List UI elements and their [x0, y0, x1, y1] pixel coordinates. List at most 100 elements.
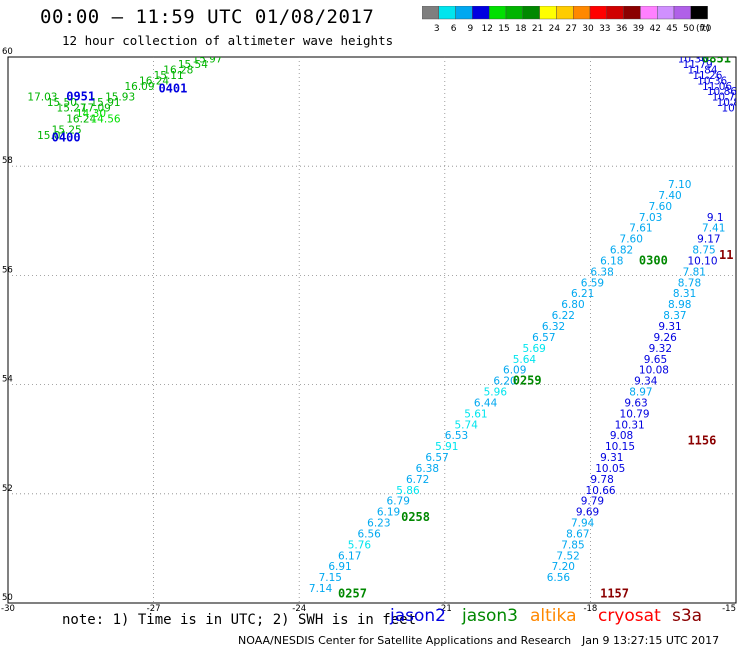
swh-value-jason3-ne: 11.84 [687, 64, 717, 76]
color-scale-tick: 15 [498, 24, 509, 34]
pass-time-label: 0951 [66, 90, 95, 104]
swh-value-jason2: 6.19 [377, 507, 400, 519]
footer-note: note: 1) Time is in UTC; 2) SWH is in fe… [62, 612, 417, 628]
swh-value-jason2: 7.60 [649, 201, 672, 213]
color-swatch-70 [690, 6, 708, 20]
x-tick-label: -24 [292, 604, 306, 614]
swh-value-cryosat: 7.52 [556, 550, 579, 562]
swh-value-jason2: 6.80 [561, 299, 584, 311]
swh-value-jason3-ne: 10.86 [707, 86, 737, 98]
swh-value-jason3-ne: 10.36 [678, 53, 708, 65]
swh-value-cryosat: 10.15 [605, 441, 635, 453]
color-scale-tick: 12 [481, 24, 492, 34]
swh-value-cryosat: 9.26 [653, 332, 677, 344]
swh-value-jason2: 6.82 [610, 245, 633, 257]
swh-value-jason2: 6.57 [425, 452, 448, 464]
swh-value-jason2: 7.60 [620, 234, 643, 246]
swh-value-jason3: 14.65 [256, 32, 286, 44]
legend-cryosat: cryosat [598, 606, 661, 626]
swh-value-jason3-ne: 10.65 [673, 48, 703, 60]
swh-value-jason3: 15.20 [207, 48, 237, 60]
swh-value-jason2: 5.91 [435, 441, 458, 453]
swh-value-jason3-ne: 11.26 [692, 70, 722, 82]
color-scale: 3 6 9 12 15 18 21 24 27 30 33 36 39 42 45 50 70(ft) [422, 6, 712, 34]
swh-value-cryosat: 9.63 [624, 397, 647, 409]
swh-value-cryosat: 8.97 [629, 387, 652, 399]
color-scale-tick: 36 [616, 24, 628, 34]
x-tick-label: -21 [438, 604, 452, 614]
swh-value-jason3: 15.91 [91, 97, 121, 109]
plot-frame [7, 56, 737, 604]
y-tick-label: 60 [2, 47, 13, 57]
swh-value-jason2: 6.79 [387, 496, 410, 508]
color-scale-tick: 39 [633, 24, 645, 34]
color-scale-tick: 30 [582, 24, 594, 34]
color-scale-tick: 33 [599, 24, 610, 34]
swh-value-jason3: 15.97 [192, 53, 222, 65]
swh-value-jason2: 7.40 [658, 190, 681, 202]
color-scale-tick: 45 [666, 24, 677, 34]
swh-value-jason2: 5.96 [484, 387, 508, 399]
swh-value-cryosat: 9.32 [649, 343, 672, 355]
swh-value-cryosat: 10.05 [595, 463, 625, 475]
color-scale-tick: 27 [565, 24, 576, 34]
color-scale-tick: 21 [532, 24, 543, 34]
swh-value-jason2: 6.09 [503, 365, 526, 377]
swh-value-jason2: 5.86 [396, 485, 420, 497]
swh-value-jason2: 6.91 [328, 561, 351, 573]
swh-value-jason3: 15.27 [57, 103, 87, 115]
color-scale-tick: 18 [515, 24, 527, 34]
swh-value-cryosat: 10.66 [586, 485, 616, 497]
swh-value-jason2: 6.44 [474, 397, 498, 409]
swh-value-cryosat: 9.08 [610, 430, 633, 442]
swh-value-jason2: 5.69 [522, 343, 545, 355]
swh-value-cryosat: 10.79 [620, 408, 650, 420]
x-tick-label: -15 [722, 604, 736, 614]
swh-value-jason2: 7.15 [319, 572, 342, 584]
page-subtitle: 12 hour collection of altimeter wave hei… [62, 33, 394, 48]
pass-time-label: 0401 [158, 81, 187, 95]
swh-value-jason2: 7.14 [309, 583, 333, 595]
color-scale-tick: 3 [434, 24, 440, 34]
swh-value-cryosat: 7.20 [552, 561, 575, 573]
y-tick-label: 58 [2, 156, 13, 166]
swh-value-jason3-ne: 10.86 [717, 97, 740, 109]
swh-value-jason2: 6.38 [590, 266, 613, 278]
pass-time-label: 0851 [702, 51, 731, 65]
swh-value-jason2: 7.03 [639, 212, 662, 224]
swh-value-cryosat: 9.65 [644, 354, 667, 366]
color-scale-tick: 24 [549, 24, 561, 34]
x-tick-label: -18 [583, 604, 597, 614]
x-tick-label: -30 [1, 604, 15, 614]
x-tick-label: -27 [147, 604, 161, 614]
swh-value-jason3-ne: 10.56 [721, 103, 740, 115]
swh-value-jason2: 7.61 [629, 223, 652, 235]
swh-value-jason2: 5.64 [513, 354, 537, 366]
pass-time-label: 1157 [600, 587, 629, 601]
pass-time-label: 0300 [639, 253, 668, 267]
swh-value-jason3: 17.03 [27, 92, 57, 104]
swh-value-cryosat: 9.31 [600, 452, 623, 464]
swh-value-jason3: 15.54 [178, 59, 208, 71]
swh-value-jason3: 15.25 [52, 124, 82, 136]
generated-timestamp: Jan 9 13:27:15 UTC 2017 [582, 634, 720, 647]
swh-value-cryosat: 8.37 [663, 310, 686, 322]
swh-value-jason2: 6.56 [357, 528, 381, 540]
swh-value-jason3: 17.09 [81, 103, 111, 115]
swh-value-jason3: 17.41 [222, 43, 252, 55]
swh-value-cryosat: 8.98 [668, 299, 691, 311]
y-tick-label: 54 [2, 375, 13, 385]
swh-value-jason2: 5.76 [348, 539, 372, 551]
swh-value-jason3-ne: 10.76 [712, 92, 740, 104]
swh-value-jason2: 6.17 [338, 550, 361, 562]
swh-value-jason2: 6.20 [493, 376, 516, 388]
color-scale-tick: 9 [468, 24, 474, 34]
pass-time-label: 1156 [687, 434, 716, 448]
page-title: 00:00 — 11:59 UTC 01/08/2017 [40, 6, 375, 28]
swh-value-jason2: 6.32 [542, 321, 565, 333]
color-scale-tick: 70 [700, 24, 712, 34]
color-scale-tick: 50 [683, 24, 695, 34]
pass-time-label: 11 [719, 248, 733, 262]
swh-value-cryosat: 10.31 [615, 419, 645, 431]
